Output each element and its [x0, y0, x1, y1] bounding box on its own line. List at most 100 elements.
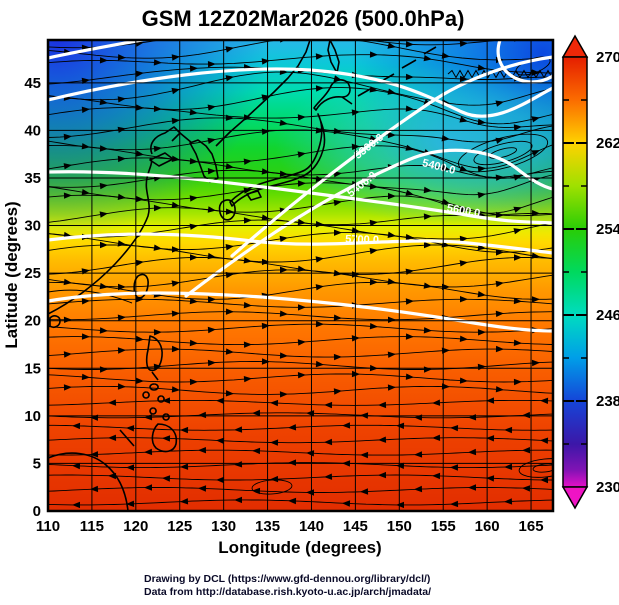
flow-arrow	[135, 104, 144, 111]
flow-arrow	[495, 386, 504, 393]
streamline	[48, 399, 553, 406]
flow-arrow	[423, 55, 432, 62]
flow-arrow	[459, 206, 468, 213]
flow-arrow	[378, 436, 387, 443]
flow-arrow	[270, 475, 279, 483]
flow-arrow	[486, 435, 495, 442]
flow-arrow	[369, 247, 378, 255]
flow-arrow	[333, 388, 342, 395]
flow-arrow	[387, 231, 396, 238]
flow-arrow	[324, 401, 333, 409]
flow-arrow	[360, 451, 369, 459]
flow-arrow	[243, 158, 252, 165]
flow-arrow	[180, 463, 189, 470]
vortex	[532, 463, 553, 473]
streamlines	[48, 40, 553, 509]
flow-arrow	[459, 165, 468, 172]
flow-arrow	[315, 53, 324, 60]
flow-arrow	[540, 397, 549, 404]
flow-arrow	[522, 447, 531, 454]
flow-arrow	[387, 88, 396, 95]
flow-arrow	[216, 397, 225, 404]
contour-label: 5700.0	[345, 233, 379, 246]
flow-arrow	[90, 485, 99, 493]
flow-arrow	[118, 283, 126, 291]
streamline	[48, 348, 553, 358]
flow-arrow	[280, 266, 288, 273]
colorbar-top-arrow	[561, 34, 589, 58]
y-tick-label: 15	[24, 360, 41, 377]
flow-arrow	[189, 65, 198, 72]
flow-arrow	[171, 280, 180, 287]
height-contour	[48, 67, 553, 118]
flow-arrow	[180, 426, 189, 434]
credit-line-2: Data from http://database.rish.kyoto-u.a…	[144, 586, 431, 598]
flow-arrow	[63, 384, 72, 391]
y-tick-label: 0	[33, 503, 41, 520]
flow-arrow	[486, 397, 495, 404]
x-tick-label: 145	[343, 518, 368, 535]
flow-arrow	[504, 498, 513, 505]
flow-arrow	[153, 59, 162, 66]
flow-arrow	[117, 126, 126, 133]
y-tick-label: 5	[33, 455, 41, 472]
flow-arrow	[243, 341, 252, 348]
flow-arrow	[90, 451, 99, 458]
flow-arrow	[279, 352, 288, 359]
flow-arrow	[513, 124, 522, 131]
flow-arrow	[225, 163, 234, 170]
flow-arrow	[144, 484, 152, 491]
flow-arrow	[513, 297, 522, 305]
flow-arrow	[225, 348, 234, 355]
streamline	[48, 385, 553, 395]
flow-arrow	[369, 279, 378, 286]
x-axis-ticks: 110 115 120 125 130 135 140 145 150 155 160 165	[36, 518, 544, 535]
flow-arrow	[234, 426, 243, 433]
flow-arrow	[279, 235, 288, 243]
flow-arrow	[189, 195, 198, 202]
flow-arrow	[495, 345, 504, 353]
colorbar-tick-label: 238	[596, 393, 619, 410]
flow-arrow	[189, 109, 198, 116]
flow-arrow	[100, 241, 108, 249]
flow-arrow	[180, 498, 189, 505]
flow-arrow	[117, 383, 126, 390]
flow-arrow	[477, 118, 486, 126]
flow-arrow	[279, 119, 288, 126]
flow-arrow	[459, 260, 468, 267]
flow-arrow	[432, 434, 441, 441]
flow-arrow	[324, 438, 333, 446]
x-tick-label: 150	[387, 518, 412, 535]
flow-arrow	[135, 259, 144, 266]
height-contour	[230, 55, 553, 258]
flow-arrow	[171, 117, 180, 125]
flow-arrow	[504, 463, 513, 470]
flow-arrow	[207, 137, 216, 144]
flow-arrow	[423, 327, 432, 334]
flow-arrow	[351, 335, 360, 342]
flow-arrow	[117, 54, 126, 61]
flow-arrow	[288, 459, 296, 466]
grid-lines	[48, 40, 553, 511]
x-tick-label: 140	[299, 518, 324, 535]
flow-arrow	[162, 475, 171, 482]
colorbar-bottom-arrow	[561, 486, 589, 510]
flow-arrow	[171, 54, 180, 61]
flow-arrow	[495, 100, 504, 107]
flow-arrow	[405, 144, 414, 151]
flow-arrow	[126, 425, 135, 432]
flow-arrow	[369, 183, 378, 190]
y-tick-label: 20	[24, 313, 41, 330]
vortex	[518, 458, 553, 478]
colorbar-tick-label: 246	[596, 307, 619, 324]
flow-arrow	[477, 192, 486, 199]
flow-arrow	[198, 447, 206, 454]
flow-arrow	[459, 377, 468, 384]
flow-arrow	[459, 235, 468, 243]
flow-arrow	[99, 327, 108, 334]
x-tick-label: 135	[255, 518, 280, 535]
flow-arrow	[297, 218, 306, 226]
colorbar-labels: 270 262 254 246 238 230	[596, 49, 619, 496]
flow-arrow	[477, 165, 486, 172]
